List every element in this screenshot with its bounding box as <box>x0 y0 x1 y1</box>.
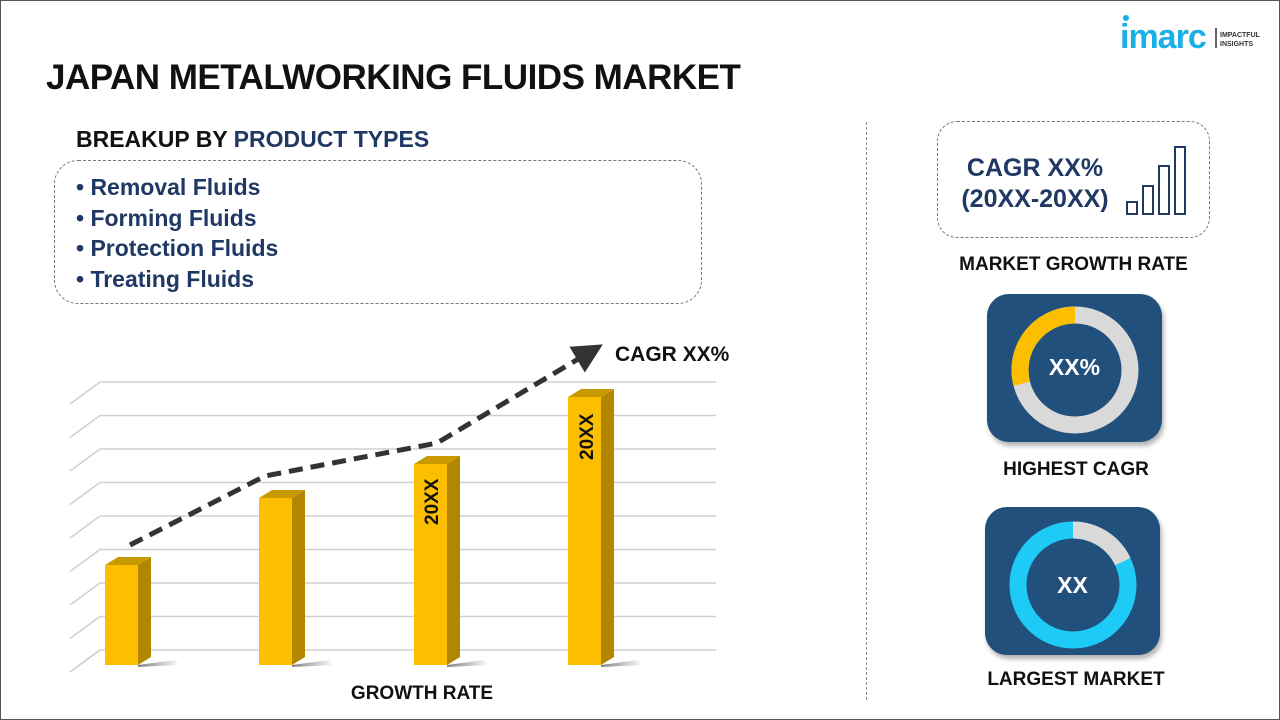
gridline-depth <box>69 481 101 506</box>
market-growth-box <box>937 121 1210 238</box>
list-item: • Treating Fluids <box>76 265 255 292</box>
product-types-list: • Removal Fluids • Forming Fluids • Prot… <box>76 172 278 294</box>
bar-label: 20XX <box>422 478 443 525</box>
bar-growth-icon <box>1126 146 1186 215</box>
largest-market-label: LARGEST MARKET <box>987 669 1165 690</box>
bar <box>568 389 643 667</box>
list-item: • Protection Fluids <box>76 235 279 261</box>
growth-chart: 20XX 20XX CAGR XX% GROWTH RATE <box>69 343 730 704</box>
breakup-highlight: PRODUCT TYPES <box>233 126 430 152</box>
bar-label: 20XX <box>577 413 598 460</box>
highest-cagr-label: HIGHEST CAGR <box>1003 459 1149 480</box>
chart-gridlines <box>69 381 716 673</box>
gridline-depth <box>69 381 101 405</box>
product-types-box <box>54 160 702 304</box>
bar <box>105 557 180 667</box>
gridline-depth <box>69 615 101 640</box>
highest-cagr-donut <box>1011 306 1139 434</box>
list-item: • Removal Fluids <box>76 174 261 200</box>
cagr-text: CAGR XX% <box>966 154 1104 182</box>
page-title: JAPAN METALWORKING FLUIDS MARKET <box>46 58 741 97</box>
svg-text:imarc: imarc <box>1120 18 1206 54</box>
breakup-heading: BREAKUP BY PRODUCT TYPES <box>76 126 429 153</box>
gridline-depth <box>69 548 101 573</box>
highest-cagr-value: XX% <box>1048 354 1101 380</box>
gridline-depth <box>69 448 101 472</box>
svg-text:INSIGHTS: INSIGHTS <box>1220 41 1253 48</box>
highest-cagr-card: XX% <box>987 294 1162 442</box>
breakup-prefix: BREAKUP BY <box>76 126 234 152</box>
donut-arc <box>1011 306 1139 434</box>
trend-label: CAGR XX% <box>615 343 730 366</box>
imarc-logo: imarc IMPACTFUL INSIGHTS <box>1120 14 1270 59</box>
trend-line <box>128 344 603 548</box>
donut-arc <box>1009 521 1137 649</box>
gridline-depth <box>69 649 101 673</box>
gridline-depth <box>69 582 101 606</box>
bar <box>259 490 334 667</box>
gridline-depth <box>69 414 101 439</box>
cagr-period: (20XX-20XX) <box>961 185 1109 213</box>
largest-market-card: XX <box>985 507 1160 655</box>
largest-market-value: XX <box>1057 572 1088 598</box>
section-divider <box>866 122 867 700</box>
svg-text:IMPACTFUL: IMPACTFUL <box>1220 32 1261 39</box>
list-item: • Forming Fluids <box>76 204 257 231</box>
bar <box>414 456 489 667</box>
market-growth-value: CAGR XX% (20XX-20XX) <box>950 153 1120 215</box>
x-axis-label: GROWTH RATE <box>351 683 493 704</box>
market-growth-label: MARKET GROWTH RATE <box>959 254 1188 275</box>
largest-market-donut <box>1009 521 1137 649</box>
gridline-depth <box>69 515 101 539</box>
